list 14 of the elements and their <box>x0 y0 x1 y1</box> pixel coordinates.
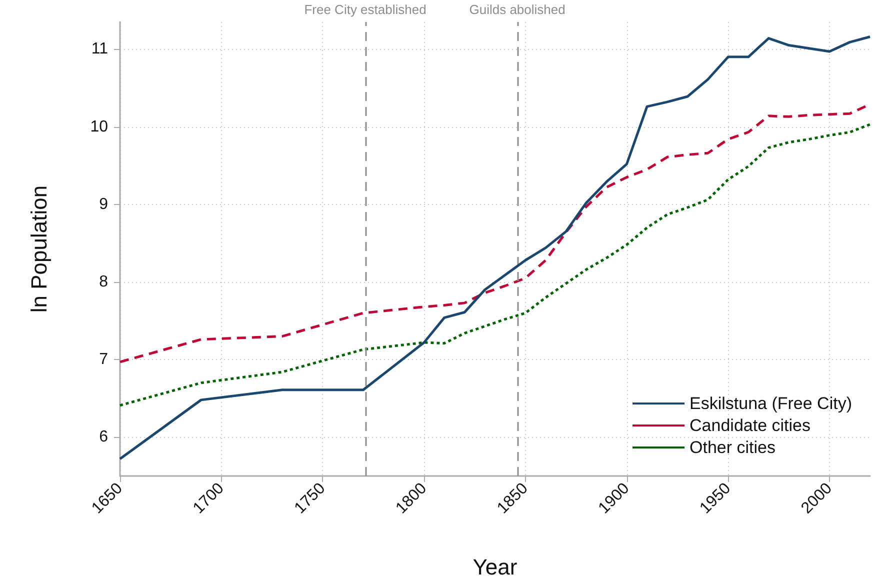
ref-line-label: Guilds abolished <box>469 2 566 17</box>
y-tick-label: 9 <box>99 196 108 213</box>
ref-line-label: Free City established <box>304 2 426 17</box>
y-tick-label: 8 <box>99 273 108 290</box>
line-series <box>118 35 872 460</box>
y-tick-label: 11 <box>91 40 108 58</box>
y-axis-title: ln Population <box>26 185 52 313</box>
legend-label: Candidate cities <box>690 416 810 435</box>
y-tick-label: 7 <box>99 351 108 368</box>
y-tick-label: 10 <box>90 118 108 136</box>
legend-label: Eskilstuna (Free City) <box>690 394 852 413</box>
y-tick-label: 6 <box>99 428 108 446</box>
legend-label: Other cities <box>690 438 776 457</box>
x-axis-title: Year <box>472 554 518 580</box>
